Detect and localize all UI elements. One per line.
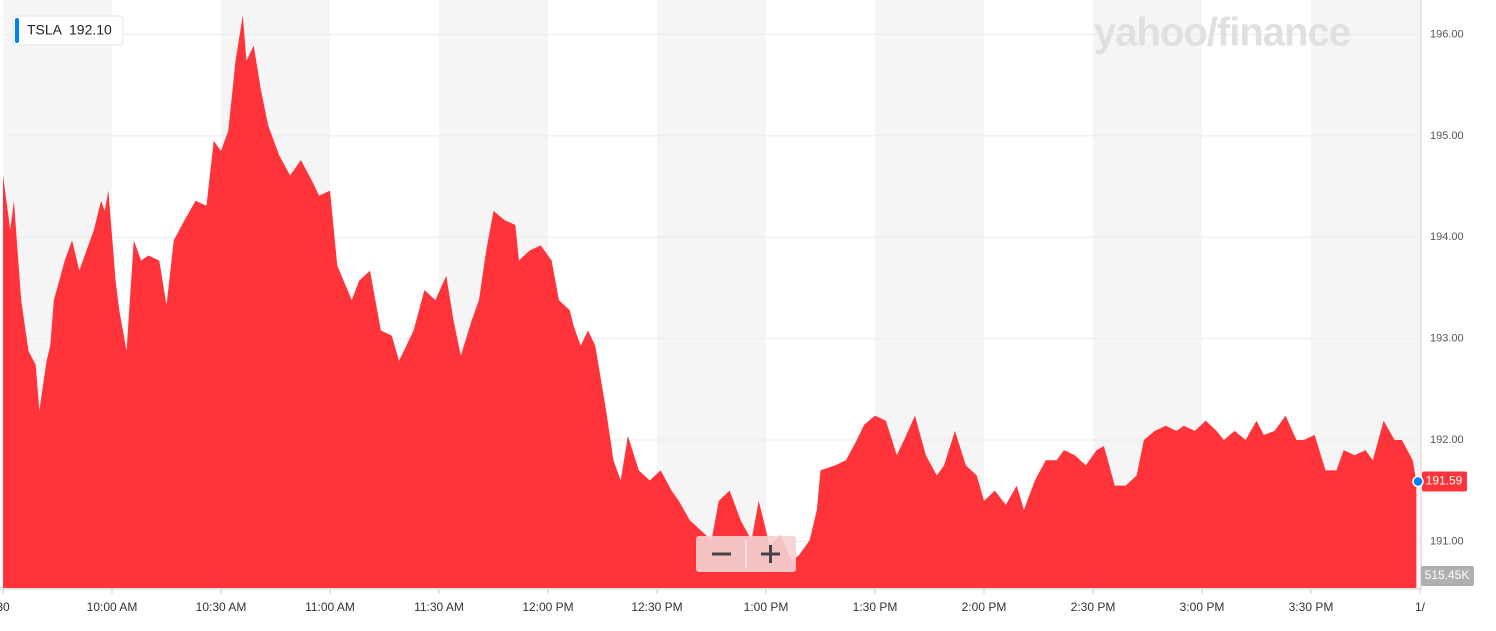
x-tick-label: 1:00 PM bbox=[744, 600, 789, 614]
last-price-label: 191.59 bbox=[1426, 474, 1463, 488]
x-tick-label: 2:30 PM bbox=[1071, 600, 1116, 614]
x-tick-label: 2:00 PM bbox=[962, 600, 1007, 614]
plot bbox=[3, 15, 1417, 588]
price-area bbox=[3, 15, 1417, 588]
legend-symbol: TSLA bbox=[27, 22, 63, 38]
band bbox=[657, 0, 766, 588]
x-tick-label: 3:00 PM bbox=[1180, 600, 1225, 614]
x-tick-label: 3:30 PM bbox=[1289, 600, 1334, 614]
x-tick-label: 11:00 AM bbox=[305, 600, 355, 614]
x-tick-label: 30 bbox=[0, 600, 10, 614]
x-tick-label: 12:30 PM bbox=[631, 600, 682, 614]
x-tick-label: 10:30 AM bbox=[196, 600, 247, 614]
legend-swatch bbox=[15, 18, 19, 43]
y-tick-label: 191.00 bbox=[1430, 535, 1464, 547]
x-tick-label: 1/ bbox=[1415, 600, 1426, 614]
y-tick-label: 193.00 bbox=[1430, 333, 1464, 345]
y-tick-label: 195.00 bbox=[1430, 130, 1464, 142]
legend-box bbox=[12, 15, 124, 46]
legend-price: 192.10 bbox=[69, 22, 112, 38]
last-price: 191.59 bbox=[1412, 471, 1467, 492]
y-tick-label: 192.00 bbox=[1430, 434, 1464, 446]
y-tick-label: 196.00 bbox=[1430, 28, 1464, 40]
ticks: 30 10:00 AM 10:30 AM 11:00 AM 11:30 AM 12:00 … bbox=[0, 28, 1464, 614]
zoom-in[interactable] bbox=[761, 545, 780, 563]
x-tick-label: 12:00 PM bbox=[522, 600, 573, 614]
last-price-badge bbox=[1422, 471, 1467, 492]
x-tick-label: 1:30 PM bbox=[853, 600, 898, 614]
zoom-controls bbox=[696, 536, 796, 572]
volume-label: 515.45K bbox=[1425, 568, 1470, 582]
volume-badge bbox=[1421, 566, 1474, 586]
x-tick-label: 11:30 AM bbox=[414, 600, 464, 614]
logo: yahoo/finance bbox=[1094, 11, 1350, 55]
legend: TSLA 192.10 bbox=[12, 15, 124, 46]
x-tick-label: 10:00 AM bbox=[87, 600, 138, 614]
last-price-dot bbox=[1412, 475, 1424, 488]
y-tick-label: 194.00 bbox=[1430, 231, 1464, 243]
